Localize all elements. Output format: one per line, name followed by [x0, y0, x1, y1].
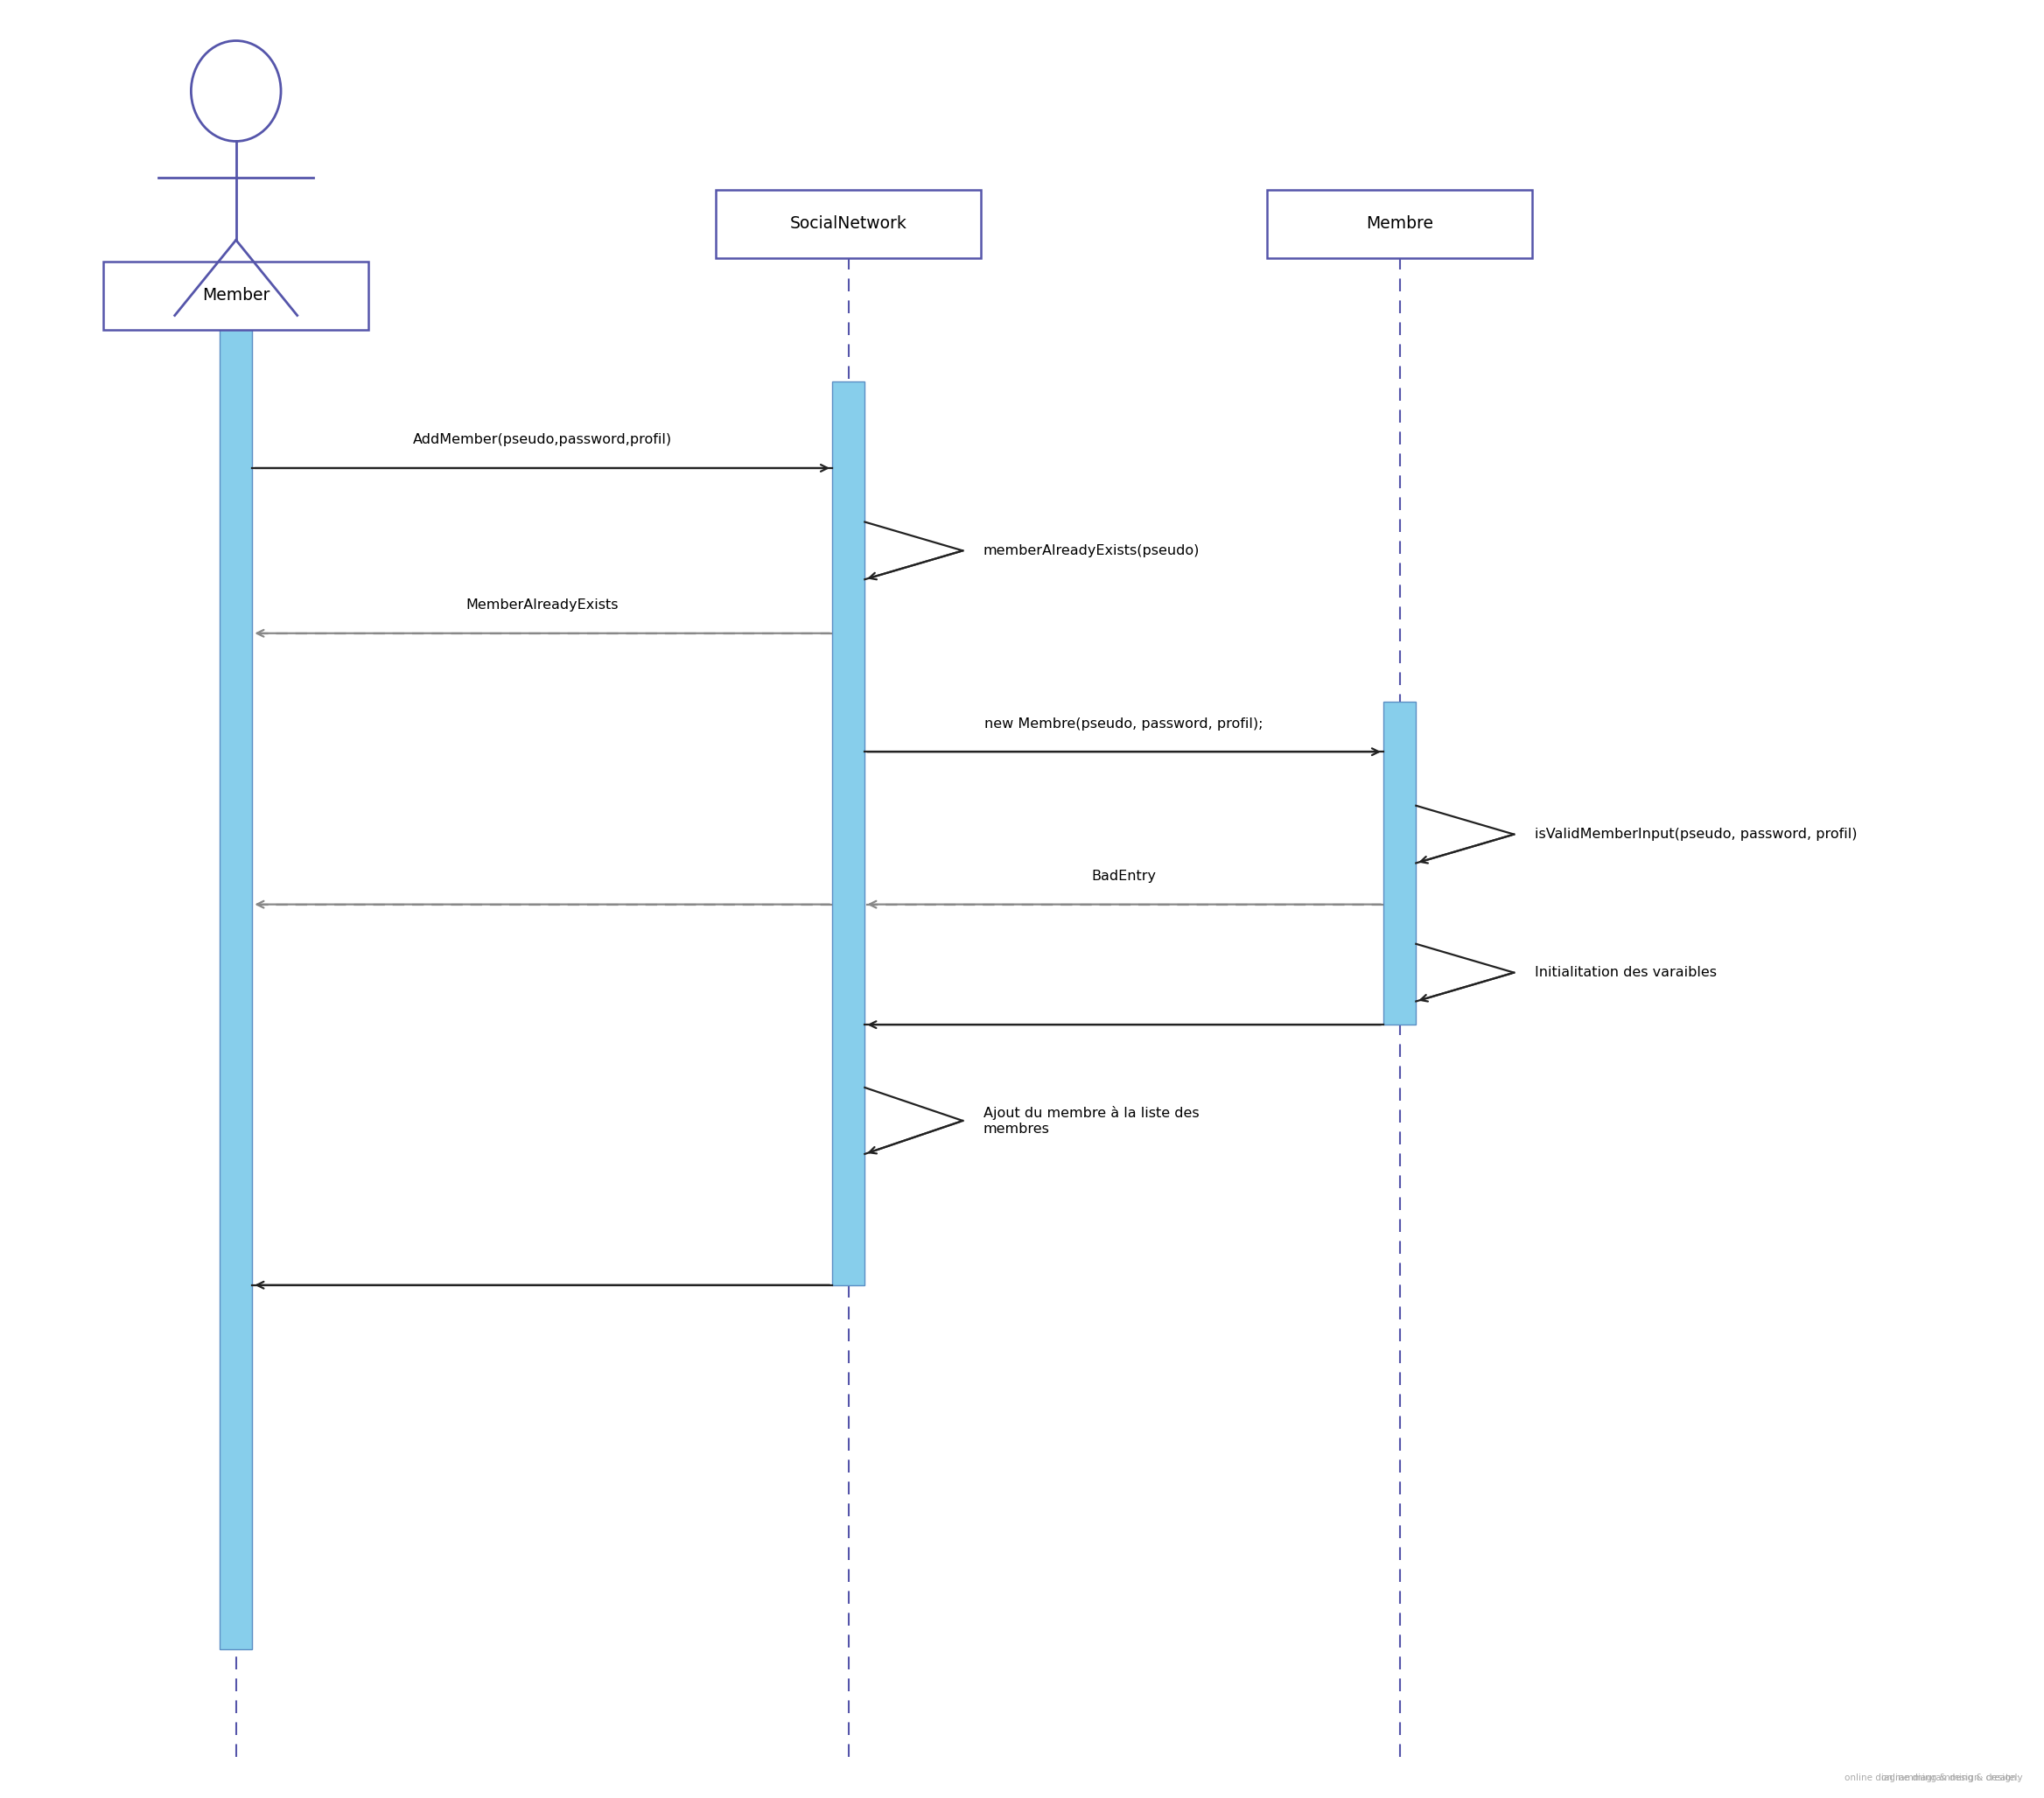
Bar — [832, 381, 865, 1286]
Text: BadEntry: BadEntry — [1091, 870, 1157, 883]
Text: Membre: Membre — [1365, 216, 1433, 232]
Bar — [104, 261, 368, 329]
Bar — [1384, 701, 1416, 1025]
Text: Initialitation des varaibles: Initialitation des varaibles — [1535, 966, 1717, 980]
Text: Member: Member — [202, 288, 270, 304]
Text: Ajout du membre à la liste des
membres: Ajout du membre à la liste des membres — [983, 1106, 1200, 1135]
Text: isValidMemberInput(pseudo, password, profil): isValidMemberInput(pseudo, password, pro… — [1535, 827, 1856, 841]
Text: MemberAlreadyExists: MemberAlreadyExists — [466, 599, 619, 611]
Bar — [1267, 191, 1533, 257]
Text: online diagramming & design:: online diagramming & design: — [1880, 1773, 2022, 1782]
Text: SocialNetwork: SocialNetwork — [789, 216, 908, 232]
Text: memberAlreadyExists(pseudo): memberAlreadyExists(pseudo) — [983, 545, 1200, 557]
Bar — [715, 191, 981, 257]
Text: new Membre(pseudo, password, profil);: new Membre(pseudo, password, profil); — [985, 717, 1263, 730]
Text: online diagramming & design: creately: online diagramming & design: creately — [1844, 1773, 2022, 1782]
Bar — [219, 315, 251, 1649]
Text: AddMember(pseudo,password,profil): AddMember(pseudo,password,profil) — [413, 433, 672, 446]
